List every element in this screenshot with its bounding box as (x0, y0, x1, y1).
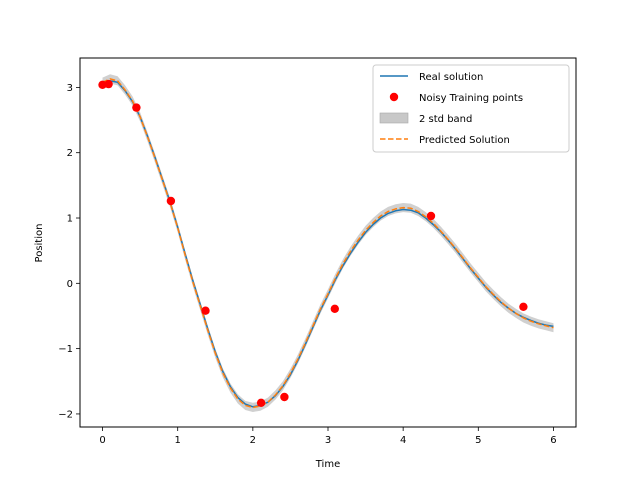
legend-label: Noisy Training points (419, 93, 523, 104)
training-point (104, 79, 113, 89)
x-tick-label: 4 (400, 435, 406, 446)
legend: Real solution Noisy Training points 2 std … (372, 64, 570, 153)
y-tick-label: 2 (67, 148, 73, 159)
x-tick-label: 3 (325, 435, 331, 446)
training-point (201, 306, 210, 315)
training-point (166, 196, 176, 206)
predicted-solution-line (102, 78, 554, 409)
training-point (330, 304, 339, 313)
y-tick-label: 1 (67, 214, 73, 225)
y-tick-label: −1 (58, 344, 73, 355)
legend-label: Real solution (419, 72, 483, 83)
x-tick-label: 5 (475, 435, 481, 446)
training-point (426, 211, 436, 221)
x-axis-ticks: 0 1 2 3 4 5 6 (99, 427, 557, 446)
training-point (280, 392, 289, 402)
x-tick-label: 2 (250, 435, 256, 446)
legend-swatch-std-band (379, 112, 409, 124)
training-point (256, 398, 266, 407)
training-point (132, 103, 141, 112)
x-tick-label: 1 (175, 435, 181, 446)
training-point (519, 302, 528, 311)
training-point (98, 80, 107, 90)
legend-label: Predicted Solution (419, 135, 510, 146)
legend-box (372, 64, 570, 153)
y-tick-label: −2 (58, 409, 73, 420)
x-tick-label: 6 (550, 435, 556, 446)
y-tick-label: 3 (67, 83, 73, 94)
x-tick-label: 0 (99, 435, 105, 446)
plot-area (98, 74, 554, 413)
y-axis-ticks: −2 −1 0 1 2 3 (58, 83, 80, 420)
legend-swatch-training-points (389, 92, 399, 102)
y-tick-label: 0 (67, 279, 73, 290)
y-axis-label: Position (34, 224, 45, 263)
line-layer (102, 78, 554, 409)
legend-label: 2 std band (419, 114, 472, 125)
scatter-layer (98, 79, 528, 407)
x-axis-label: Time (315, 459, 340, 470)
legend-items: Real solution Noisy Training points 2 std … (379, 72, 523, 146)
